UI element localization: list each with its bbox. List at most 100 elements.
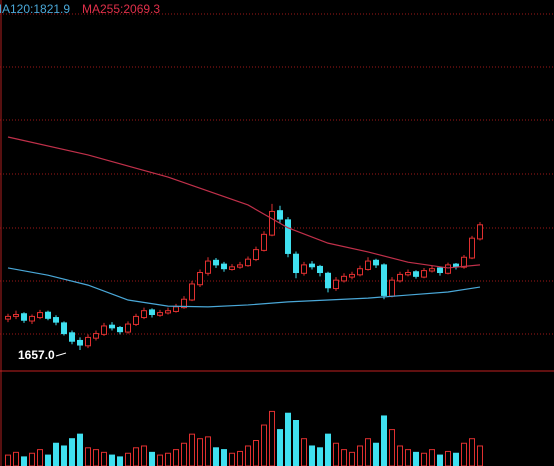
volume-bar [37,449,43,466]
candle-body [357,268,363,276]
volume-bar [229,452,235,466]
candle-body [413,271,419,277]
candle-body [445,264,451,274]
volume-bar [389,429,395,466]
candle-body [461,256,467,268]
candle-body [69,332,75,342]
low-annotation: 1657.0 [18,348,55,362]
candle-body [237,264,243,268]
volume-bar [117,456,123,466]
candle-body [381,264,387,296]
volume-bar [125,452,131,466]
candle-body [101,325,107,335]
volume-bar [253,440,259,466]
candle-body [429,268,435,272]
candle-body [373,259,379,266]
volume-bar [61,445,67,466]
volume-bar [221,449,227,466]
volume-bar [325,433,331,466]
volume-bar [277,429,283,466]
candle-body [13,314,19,317]
candle-body [213,259,219,266]
candle-body [37,312,43,319]
candle-body [5,315,11,320]
volume-bar [21,456,27,466]
volume-bar [341,449,347,466]
candle-body [165,310,171,314]
ma-line [7,267,481,308]
candle-body [325,272,331,289]
volume-bar [317,447,323,466]
candle-body [61,322,67,335]
volume-bar [29,452,35,466]
candle-body [349,273,355,278]
volume-bar [149,451,155,466]
candle-body [29,315,35,322]
candle-body [53,317,59,323]
candle-body [229,266,235,270]
volume-bar [245,445,251,466]
volume-bar [189,433,195,466]
volume-bar [133,447,139,466]
candle-body [261,233,267,251]
candle-body [453,263,459,268]
candle-body [109,324,115,329]
volume-bar [293,420,299,466]
candle-body [157,312,163,316]
candle-body [173,306,179,312]
candle-body [93,333,99,339]
volume-bar [413,451,419,466]
candle-body [269,210,275,236]
volume-bar [429,449,435,466]
candle-body [85,336,91,347]
candle-body [389,279,395,297]
candle-body [245,258,251,267]
candle-body [197,272,203,286]
volume-bar [205,436,211,466]
volume-bar [85,447,91,466]
candle-body [125,323,131,333]
candle-body [333,279,339,290]
volume-bar [437,454,443,466]
candle-body [397,273,403,282]
volume-bar [237,450,243,466]
volume-bar [309,445,315,466]
volume-bar [261,424,267,466]
candle-body [21,313,27,321]
volume-bar [269,410,275,466]
candle-body [253,249,259,261]
candle-body [117,326,123,333]
volume-bar [141,445,147,466]
volume-bar [157,454,163,466]
volume-bar [53,442,59,466]
volume-bar [349,451,355,466]
volume-bar [69,438,75,466]
candle-body [277,210,283,220]
volume-bar [285,412,291,466]
candle-body [477,224,483,240]
candle-body [405,272,411,276]
volume-bar [461,442,467,466]
candle-body [469,237,475,259]
candle-body [285,219,291,254]
annotation-arrow [55,352,67,357]
ma-line [7,136,481,269]
volume-bar [381,415,387,466]
candle-body [77,339,83,346]
volume-bar [93,449,99,466]
volume-bar [13,451,19,466]
volume-bar [477,445,483,466]
candle-body [317,265,323,274]
candle-body [149,309,155,316]
volume-bar [365,438,371,466]
volume-bar [197,438,203,466]
volume-bar [181,442,187,466]
candle-body [341,275,347,282]
volume-bar [301,438,307,466]
volume-bar [173,449,179,466]
volume-bar [165,452,171,466]
volume-bar [445,450,451,466]
candle-body [141,310,147,319]
